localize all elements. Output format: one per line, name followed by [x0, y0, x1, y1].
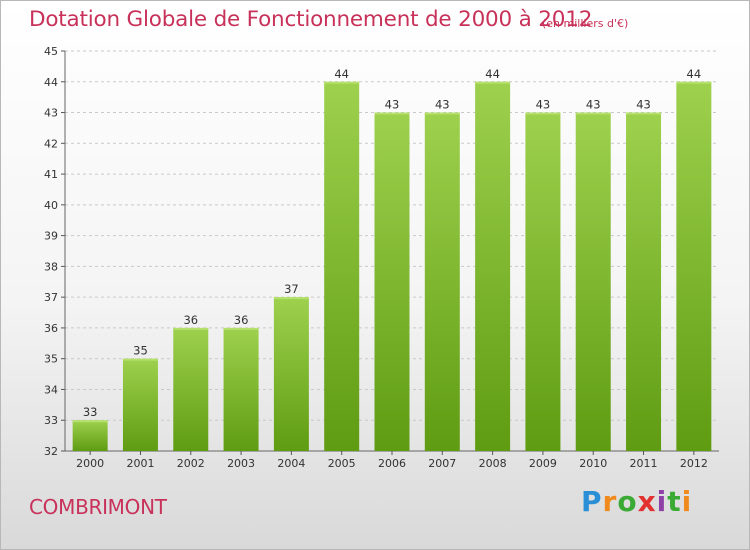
bar-highlight	[122, 358, 158, 361]
x-tick-label: 2006	[378, 457, 406, 470]
x-tick-label: 2009	[529, 457, 557, 470]
data-label: 44	[334, 67, 349, 81]
bar-highlight	[223, 327, 259, 330]
town-name: COMBRIMONT	[29, 495, 167, 519]
y-tick-label: 40	[44, 199, 58, 212]
bar-highlight	[424, 112, 460, 115]
x-tick-label: 2011	[630, 457, 658, 470]
data-label: 44	[485, 67, 500, 81]
bar-highlight	[374, 112, 410, 115]
y-tick-label: 43	[44, 107, 58, 120]
bar-2008	[475, 81, 511, 452]
data-label: 36	[183, 313, 198, 327]
x-tick-label: 2004	[277, 457, 305, 470]
bar-highlight	[626, 112, 662, 115]
bar-2010	[575, 112, 611, 452]
bar-2007	[424, 112, 460, 452]
data-label: 43	[536, 98, 551, 112]
x-tick-label: 2012	[680, 457, 708, 470]
y-tick-label: 35	[44, 353, 58, 366]
y-tick-label: 34	[44, 383, 58, 396]
bar-highlight	[173, 327, 209, 330]
x-tick-label: 2002	[177, 457, 205, 470]
y-tick-label: 38	[44, 260, 58, 273]
data-label: 33	[83, 405, 98, 419]
bar-layer	[72, 81, 712, 452]
data-label: 43	[385, 98, 400, 112]
bar-highlight	[575, 112, 611, 115]
chart-title: Dotation Globale de Fonctionnement de 20…	[29, 7, 593, 32]
data-label: 43	[636, 98, 651, 112]
y-tick-label: 42	[44, 137, 58, 150]
x-tick-label: 2000	[76, 457, 104, 470]
x-tick-label: 2008	[479, 457, 507, 470]
bar-2001	[122, 358, 158, 451]
data-label: 43	[586, 98, 601, 112]
bar-2011	[626, 112, 662, 452]
y-tick-label: 45	[44, 45, 58, 58]
bar-highlight	[676, 81, 712, 84]
bar-highlight	[273, 297, 309, 300]
proxiti-logo: Proxiti	[581, 485, 693, 518]
bar-2000	[72, 420, 108, 451]
y-tick-label: 32	[44, 445, 58, 458]
bar-2009	[525, 112, 561, 452]
bar-highlight	[324, 81, 360, 84]
data-label: 37	[284, 282, 299, 296]
data-label: 44	[687, 67, 702, 81]
x-tick-label: 2001	[126, 457, 154, 470]
axis-layer: 32 33 34 35 36 37 38 39 40 41 42 43 44 45	[44, 45, 719, 458]
bar-highlight	[525, 112, 561, 115]
bar-2012	[676, 81, 712, 452]
x-tick-label: 2003	[227, 457, 255, 470]
bar-2003	[223, 327, 259, 451]
bar-highlight	[72, 420, 108, 423]
y-tick-label: 44	[44, 76, 58, 89]
y-tick-label: 33	[44, 414, 58, 427]
data-label: 43	[435, 98, 450, 112]
data-label: 35	[133, 344, 148, 358]
y-tick-label: 37	[44, 291, 58, 304]
x-tick-label: 2010	[579, 457, 607, 470]
y-tick-label: 41	[44, 168, 58, 181]
label-layer: 2000 33 2001 35 2002 36 2003 36 2004 37 2005 44 2006…	[76, 67, 708, 470]
bar-highlight	[475, 81, 511, 84]
x-tick-label: 2007	[428, 457, 456, 470]
bar-2004	[273, 297, 309, 451]
bar-2002	[173, 327, 209, 451]
y-tick-label: 36	[44, 322, 58, 335]
y-tick-label: 39	[44, 230, 58, 243]
bar-2006	[374, 112, 410, 452]
x-tick-label: 2005	[328, 457, 356, 470]
bar-2005	[324, 81, 360, 452]
unit-note: (en milliers d'€)	[542, 17, 629, 30]
data-label: 36	[234, 313, 249, 327]
